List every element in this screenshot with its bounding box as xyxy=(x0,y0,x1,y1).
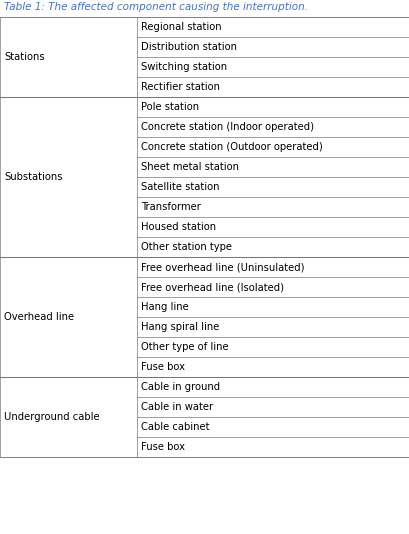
Text: Other type of line: Other type of line xyxy=(141,342,228,352)
Text: Underground cable: Underground cable xyxy=(4,412,99,422)
Text: Housed station: Housed station xyxy=(141,222,216,232)
Text: Concrete station (Indoor operated): Concrete station (Indoor operated) xyxy=(141,122,314,132)
Text: Transformer: Transformer xyxy=(141,202,201,212)
Text: Distribution station: Distribution station xyxy=(141,42,237,52)
Text: Other station type: Other station type xyxy=(141,242,232,252)
Text: Hang line: Hang line xyxy=(141,302,189,312)
Text: Sheet metal station: Sheet metal station xyxy=(141,162,239,172)
Text: Pole station: Pole station xyxy=(141,102,199,112)
Text: Switching station: Switching station xyxy=(141,62,227,72)
Text: Rectifier station: Rectifier station xyxy=(141,82,220,92)
Text: Substations: Substations xyxy=(4,172,62,182)
Text: Hang spiral line: Hang spiral line xyxy=(141,322,219,332)
Text: Free overhead line (Isolated): Free overhead line (Isolated) xyxy=(141,282,284,292)
Text: Table 1: The affected component causing the interruption.: Table 1: The affected component causing … xyxy=(4,2,307,12)
Text: Free overhead line (Uninsulated): Free overhead line (Uninsulated) xyxy=(141,262,304,272)
Text: Fuse box: Fuse box xyxy=(141,362,185,372)
Text: Cable cabinet: Cable cabinet xyxy=(141,422,209,432)
Text: Regional station: Regional station xyxy=(141,22,221,32)
Text: Satellite station: Satellite station xyxy=(141,182,219,192)
Text: Cable in water: Cable in water xyxy=(141,402,213,412)
Text: Concrete station (Outdoor operated): Concrete station (Outdoor operated) xyxy=(141,142,322,152)
Text: Overhead line: Overhead line xyxy=(4,312,74,322)
Text: Cable in ground: Cable in ground xyxy=(141,382,220,392)
Text: Fuse box: Fuse box xyxy=(141,442,185,452)
Bar xyxy=(0,17,409,457)
Text: Stations: Stations xyxy=(4,52,45,62)
